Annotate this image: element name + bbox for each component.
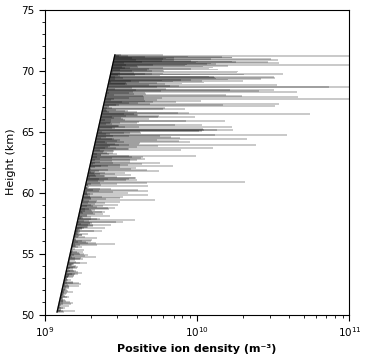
X-axis label: Positive ion density (m⁻³): Positive ion density (m⁻³) [117, 345, 277, 355]
Y-axis label: Height (km): Height (km) [6, 129, 15, 195]
